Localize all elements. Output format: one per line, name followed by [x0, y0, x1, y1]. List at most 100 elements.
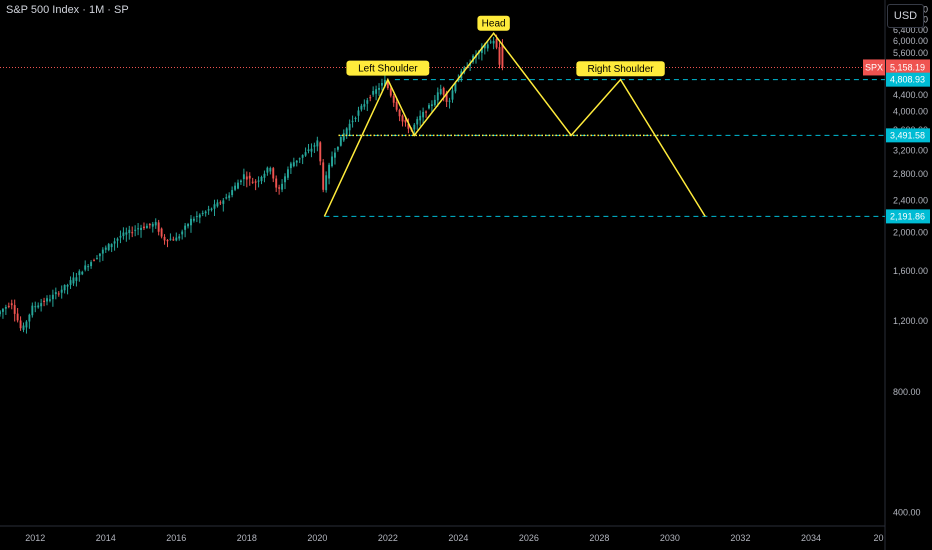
candle-body [28, 314, 31, 322]
candle-body [381, 83, 383, 86]
level-lines[interactable] [324, 79, 885, 217]
candle-body [157, 222, 160, 232]
candle-body [363, 104, 366, 107]
candle-body [213, 204, 216, 209]
price-axis[interactable]: 400.00 800.00 1,200.00 1,600.00 2,000.00 2,40… [893, 4, 928, 517]
candle-body [22, 325, 25, 330]
price-tick-label: 4,000.00 [893, 107, 928, 117]
candle-body [98, 253, 101, 257]
candle-body [19, 320, 22, 329]
candle-body [378, 87, 380, 90]
price-tick-label: 800.00 [893, 387, 921, 397]
candle-body [316, 140, 319, 147]
candle-body [254, 181, 257, 183]
candle-body [336, 146, 339, 150]
candle-body [445, 92, 448, 102]
candle-body [492, 40, 495, 44]
candle-body [425, 111, 428, 113]
candle-body [372, 91, 375, 95]
candle-body [307, 149, 310, 151]
candle-body [257, 180, 260, 182]
candle-body [113, 241, 116, 244]
candle-body [148, 223, 151, 226]
pattern-polyline[interactable] [323, 31, 706, 217]
candle-body [284, 176, 286, 183]
price-tick-label: 6,400.00 [893, 25, 928, 35]
candle-body [204, 211, 207, 214]
candle-body [266, 167, 269, 173]
candle-body [190, 218, 192, 226]
currency-button[interactable]: USD [887, 4, 924, 28]
candle-body [319, 142, 322, 162]
candle-body [281, 183, 284, 190]
candle-body [366, 100, 369, 104]
level-price-text: 4,808.93 [890, 75, 925, 85]
candle-body [125, 232, 128, 235]
candle-body [172, 239, 175, 241]
level-price-badge [886, 72, 930, 87]
pattern-label: Right Shoulder [587, 64, 654, 75]
price-tick-label: 3,200.00 [893, 146, 928, 156]
candle-body [178, 236, 181, 239]
candle-body [187, 224, 190, 227]
candle-body [234, 185, 237, 190]
candle-body [339, 137, 342, 146]
candle-body [301, 155, 304, 158]
candle-body [439, 88, 442, 94]
candle-body [122, 232, 125, 237]
candle-body [489, 41, 492, 43]
candle-body [401, 115, 404, 122]
candle-body [66, 284, 69, 287]
candle-body [422, 112, 425, 118]
candle-body [407, 123, 410, 129]
pattern-label-box[interactable] [477, 15, 510, 31]
last-price-text: 5,158.19 [890, 62, 925, 72]
candle-body [448, 100, 451, 102]
candle-body [163, 236, 166, 241]
candle-body [46, 298, 48, 302]
candle-body [0, 311, 1, 315]
candle-body [292, 162, 295, 167]
candle-body [480, 47, 483, 53]
time-tick-label: 2024 [448, 533, 468, 543]
time-tick-label: 2030 [660, 533, 680, 543]
candle-body [322, 162, 325, 190]
candle-body [43, 300, 46, 302]
candle-body [16, 313, 19, 321]
candle-body [81, 271, 84, 275]
candle-body [128, 229, 131, 234]
candle-body [275, 178, 278, 188]
candle-body [360, 105, 363, 110]
time-tick-label: 2014 [96, 533, 116, 543]
time-tick-label: 2016 [166, 533, 186, 543]
candle-body [375, 89, 378, 94]
candle-body [184, 225, 187, 230]
time-axis[interactable]: 2012 2014 2016 2018 2020 2022 2024 2026 2028 2030… [25, 533, 883, 543]
candle-body [207, 209, 210, 211]
price-tick-label: 2,400.00 [893, 196, 928, 206]
candle-body [110, 244, 113, 248]
candle-body [486, 44, 489, 49]
candle-body [334, 152, 336, 158]
candle-body [48, 299, 51, 301]
candle-body [51, 294, 54, 300]
candle-body [451, 90, 454, 100]
pattern-label-box[interactable] [346, 60, 430, 76]
candle-body [192, 218, 195, 221]
candle-body [225, 197, 228, 199]
head-and-shoulders-pattern[interactable]: Left Shoulder Head Right Shoulder [323, 15, 706, 217]
candle-body [75, 277, 78, 281]
candle-body [239, 180, 242, 183]
candle-body [169, 238, 172, 240]
candle-body [181, 231, 184, 235]
candle-body [310, 148, 313, 152]
pattern-label-box[interactable] [576, 61, 665, 77]
candle-body [40, 303, 43, 307]
candle-body [295, 160, 298, 163]
candle-body [140, 227, 142, 230]
candle-body [119, 235, 122, 238]
candle-body [107, 244, 110, 251]
price-tick-label: 5,600.00 [893, 48, 928, 58]
time-tick-label: 2028 [589, 533, 609, 543]
